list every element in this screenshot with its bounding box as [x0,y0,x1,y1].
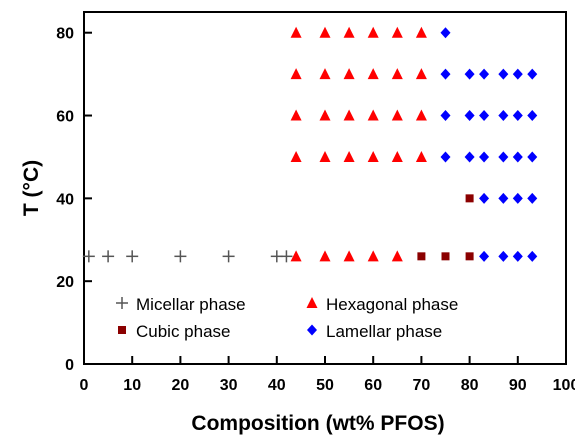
legend-label: Cubic phase [136,322,231,341]
diamond-point [527,250,538,262]
plus-point [102,250,115,263]
legend-plus-marker [116,297,128,309]
triangle-point [367,109,379,121]
diamond-point [512,192,523,204]
diamond-point [440,27,451,39]
triangle-point [343,68,355,80]
plus-point [280,250,293,263]
x-tick-label: 50 [316,377,334,394]
x-tick-label: 70 [413,377,431,394]
x-tick-label: 0 [80,377,89,394]
triangle-point [290,150,302,162]
x-axis-title: Composition (wt% PFOS) [191,412,444,435]
diamond-point [512,110,523,122]
x-axis: 0 10 20 30 40 50 60 70 80 90 100 [80,356,575,394]
triangle-point [290,26,302,38]
diamond-point [512,68,523,80]
plus-point [82,250,95,263]
triangle-point [319,250,331,262]
square-point [465,252,474,261]
triangle-point [343,26,355,38]
diamond-point [498,192,509,204]
diamond-point [464,151,475,163]
triangle-point [391,68,403,80]
diamond-point [464,110,475,122]
y-tick-label: 20 [56,274,74,291]
legend-triangle-marker [306,297,318,308]
diamond-point [498,110,509,122]
x-tick-label: 30 [220,377,238,394]
diamond-point [527,151,538,163]
triangle-point [319,68,331,80]
diamond-point [479,68,490,80]
y-tick-label: 60 [56,109,74,126]
square-point [441,252,450,261]
triangle-point [415,26,427,38]
y-tick-label: 0 [65,357,74,374]
data-points [82,26,538,263]
legend-square-marker [118,326,126,334]
triangle-point [343,250,355,262]
x-tick-label: 90 [509,377,527,394]
diamond-point [440,151,451,163]
legend-label: Micellar phase [136,295,246,314]
legend-diamond-marker [307,324,317,336]
x-tick-label: 80 [461,377,479,394]
x-tick-label: 20 [172,377,190,394]
plus-point [174,250,187,263]
diamond-point [527,110,538,122]
triangle-point [367,150,379,162]
legend-label: Lamellar phase [326,322,442,341]
diamond-point [527,68,538,80]
plus-point [222,250,235,263]
triangle-point [391,26,403,38]
x-tick-label: 60 [364,377,382,394]
triangle-point [367,250,379,262]
diamond-point [512,250,523,262]
diamond-point [527,192,538,204]
y-axis-title: T (°C) [20,160,43,216]
legend: Micellar phase Hexagonal phase Cubic phase… [116,295,458,341]
y-tick-label: 40 [56,191,74,208]
x-tick-label: 10 [123,377,141,394]
triangle-point [391,150,403,162]
triangle-point [391,109,403,121]
triangle-point [367,68,379,80]
triangle-point [367,26,379,38]
triangle-point [319,26,331,38]
square-point [417,252,426,261]
triangle-point [343,150,355,162]
square-point [465,194,474,203]
diamond-point [479,110,490,122]
diamond-point [498,68,509,80]
y-tick-label: 80 [56,26,74,43]
diamond-point [440,110,451,122]
diamond-point [440,68,451,80]
diamond-point [479,151,490,163]
triangle-point [319,109,331,121]
triangle-point [415,150,427,162]
triangle-point [290,250,302,262]
legend-label: Hexagonal phase [326,295,458,314]
diamond-point [512,151,523,163]
triangle-point [319,150,331,162]
x-tick-label: 40 [268,377,286,394]
diamond-point [498,151,509,163]
triangle-point [415,109,427,121]
triangle-point [290,68,302,80]
diamond-point [479,192,490,204]
triangle-point [290,109,302,121]
x-tick-label: 100 [553,377,575,394]
triangle-point [343,109,355,121]
plus-point [126,250,139,263]
diamond-point [498,250,509,262]
triangle-point [391,250,403,262]
y-axis: 0 20 40 60 80 [56,26,92,374]
diamond-point [479,250,490,262]
triangle-point [415,68,427,80]
diamond-point [464,68,475,80]
